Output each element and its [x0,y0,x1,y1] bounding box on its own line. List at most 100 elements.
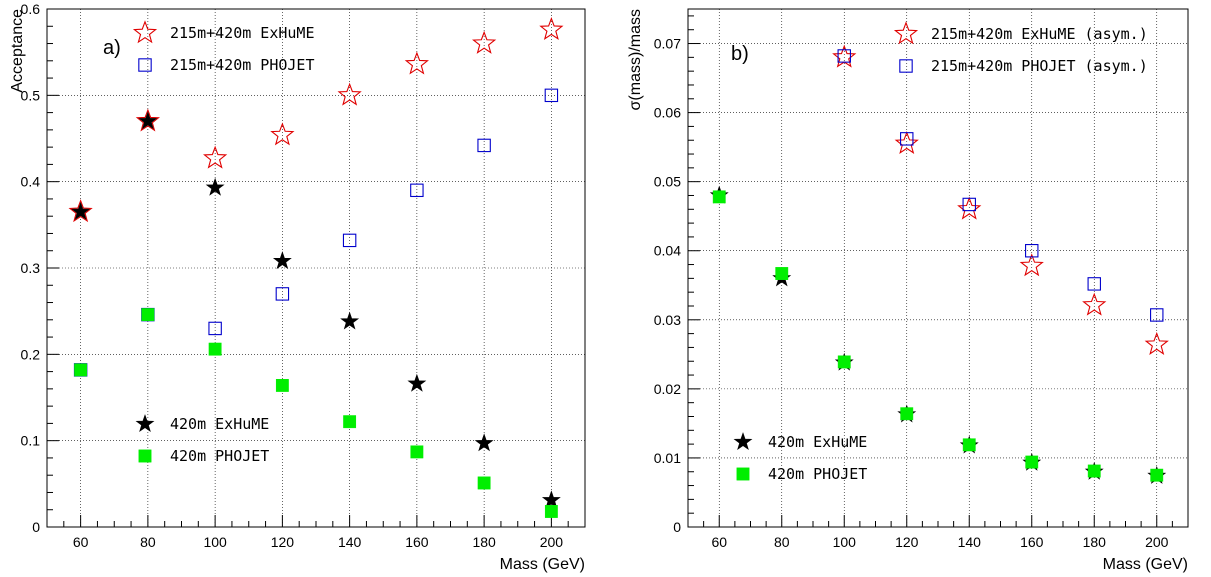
panel-label: b) [731,43,749,65]
x-tick-label: 180 [472,534,496,550]
data-point [135,108,160,132]
legend-marker [132,20,158,44]
y-tick-label: 0 [32,519,40,535]
data-point [957,196,982,220]
data-point [1087,277,1101,291]
y-axis-title: Acceptance [9,9,26,93]
data-point [272,251,292,270]
data-point [275,287,290,301]
series-2 [71,111,561,509]
legend-marker [135,414,155,433]
grid [47,9,585,527]
data-point [410,183,424,198]
data-point [477,476,491,490]
series-3 [74,308,558,518]
x-tick-label: 60 [73,534,89,550]
legend-label: 215m+420m ExHuME (asym.) [931,25,1148,43]
y-tick-label: 0.07 [654,36,681,52]
x-tick-label: 160 [405,534,429,550]
legend-top: 215m+420m ExHuME (asym.) 215m+420m PHOJET… [893,21,1148,75]
data-point [894,130,919,154]
x-tick-label: 140 [958,534,982,550]
y-tick-label: 0.05 [654,174,681,190]
data-point [837,355,851,369]
x-tick-label: 180 [1083,534,1107,550]
y-tick-label: 0.4 [21,174,41,190]
data-point [1082,292,1107,316]
y-tick-label: 0.06 [654,105,681,121]
data-point [544,505,558,518]
data-point [203,145,228,169]
legend-label: 420m PHOJET [768,465,867,483]
y-tick-label: 0.6 [21,1,41,17]
data-point [1019,253,1044,277]
legend-marker [899,59,913,73]
x-tick-label: 80 [774,534,790,550]
data-point [775,267,789,280]
data-point [410,445,424,459]
data-point [343,415,357,429]
plot-frame [46,8,586,528]
x-axis: 60 80 100 120 140 160 180 200 Mass (GeV) [687,515,1189,573]
data-point [712,190,726,204]
data-point [962,197,976,212]
data-point [1144,331,1169,355]
legend-marker [733,432,753,451]
data-point [71,201,91,220]
legend-marker [893,21,919,45]
data-point [340,311,360,330]
data-point [477,138,491,153]
legend-bottom: 420m ExHuME 420m PHOJET [135,414,269,465]
data-point [1025,455,1039,469]
data-point [275,378,289,392]
legend-marker [736,467,750,481]
data-point [68,199,93,223]
series-0 [68,16,564,223]
legend-label: 215m+420m ExHuME [170,24,315,42]
x-tick-label: 60 [711,534,727,550]
data-point [337,82,362,106]
x-axis-title: Mass (GeV) [500,556,585,573]
data-point [837,49,851,63]
x-tick-label: 100 [203,534,227,550]
data-point [1025,244,1039,258]
data-point [541,490,561,509]
y-tick-label: 0.04 [654,243,681,259]
x-tick-label: 140 [338,534,362,550]
legend-label: 420m ExHuME [170,415,269,433]
legend-marker [138,449,152,463]
data-point [208,342,222,356]
legend-label: 215m+420m PHOJET (asym.) [931,57,1148,75]
data-point [404,51,429,75]
data-point [270,122,295,146]
y-tick-label: 0.03 [654,312,681,328]
chart-panel-b: 60 80 100 120 140 160 180 200 Mass (GeV) 0 0.01 0.0… [627,8,1189,573]
x-axis: 60 80 100 120 140 160 180 200 Mass (GeV) [46,515,586,573]
x-axis-title: Mass (GeV) [1103,556,1188,573]
data-point [74,363,88,377]
y-tick-label: 0.02 [654,381,681,397]
y-tick-label: 0.01 [654,450,681,466]
data-point [138,111,158,130]
y-tick-label: 0.3 [21,260,41,276]
x-tick-label: 80 [140,534,156,550]
legend-marker [138,58,152,72]
y-axis: 0 0.01 0.02 0.03 0.04 0.05 0.06 0.07 σ(mass)/mas… [627,9,700,535]
y-tick-label: 0.5 [21,87,41,103]
x-tick-label: 120 [895,534,919,550]
y-tick-label: 0.1 [21,433,41,449]
data-point [539,16,564,41]
x-tick-label: 200 [540,534,564,550]
data-point [900,132,914,146]
data-point [141,308,155,322]
series-0 [832,44,1169,355]
data-point [962,438,976,452]
x-tick-label: 120 [271,534,295,550]
y-tick-label: 0.2 [21,346,41,362]
plot-frame [687,8,1189,528]
legend-top: 215m+420m ExHuME 215m+420m PHOJET [132,20,315,74]
data-point [407,373,427,392]
y-axis-title: σ(mass)/mass [627,9,644,110]
x-tick-label: 200 [1145,534,1169,550]
